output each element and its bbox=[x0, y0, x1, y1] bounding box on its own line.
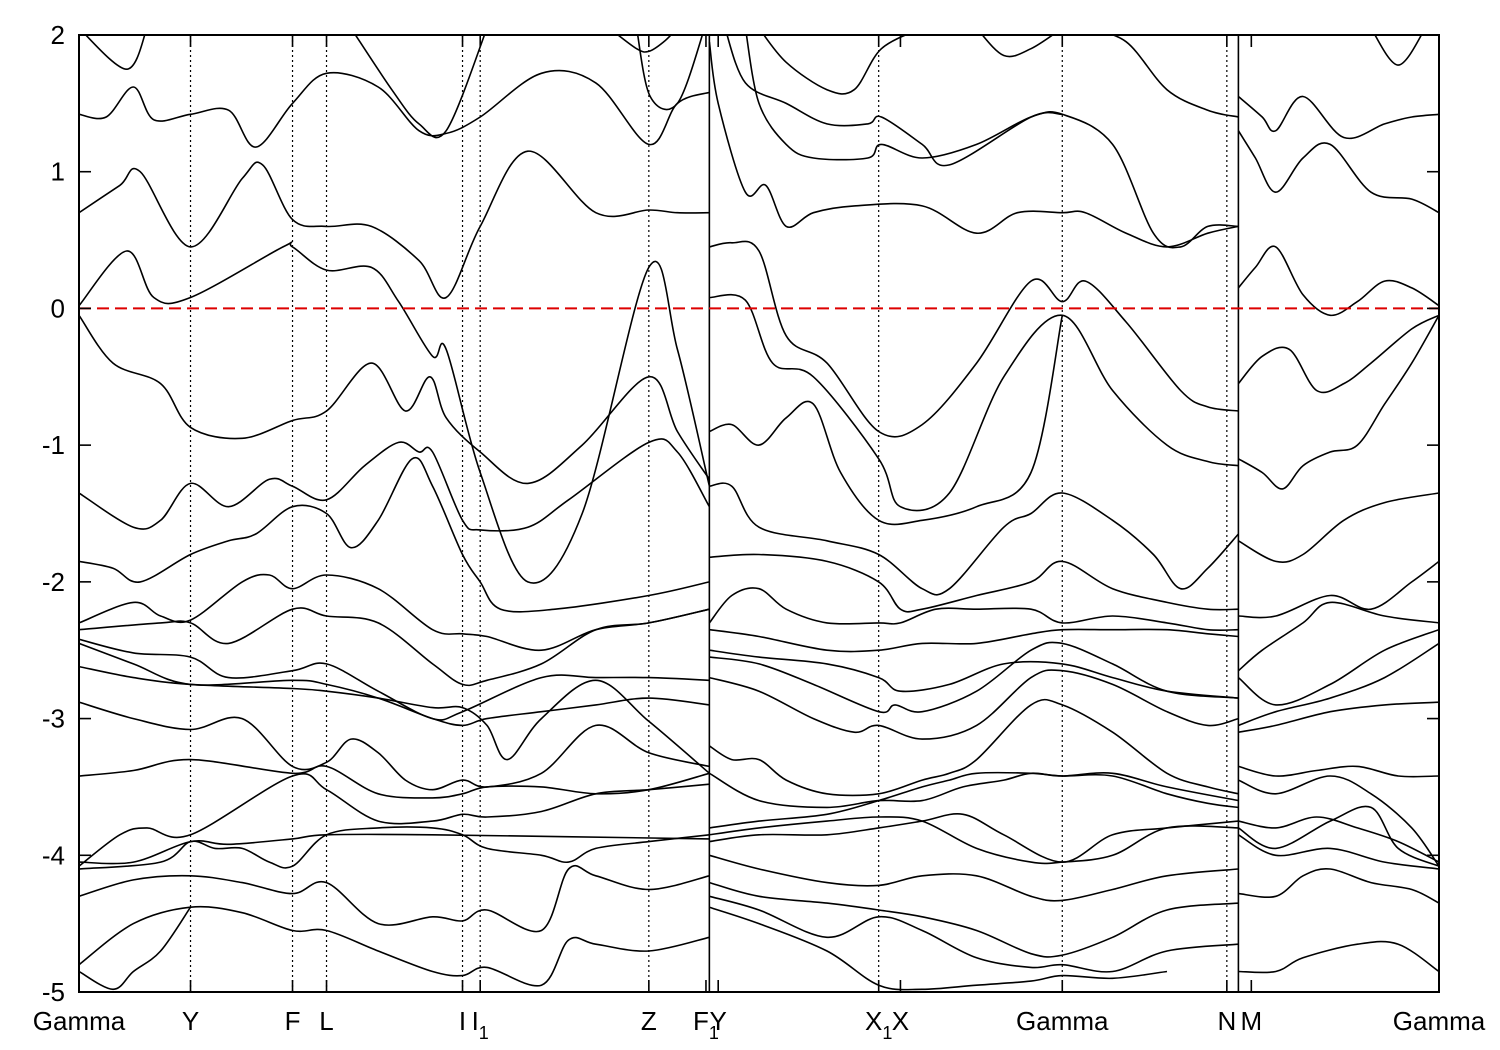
band-curve-s1-b4 bbox=[726, 35, 1063, 167]
band-curve-s2-b1 bbox=[1237, 314, 1439, 394]
band-curve-s0-b0 bbox=[79, 314, 711, 485]
x-tick-label: Z bbox=[641, 1006, 657, 1036]
band-curve-s2-b3 bbox=[1237, 130, 1439, 214]
band-curve-s0-b6 bbox=[616, 35, 673, 53]
band-curve-s0-b5 bbox=[354, 35, 486, 139]
y-tick-label: -5 bbox=[42, 977, 65, 1007]
x-tick-label-subscript: 1 bbox=[882, 1023, 892, 1043]
band-curve-s0-b17 bbox=[79, 773, 710, 867]
band-curve-s2-b16 bbox=[1237, 834, 1439, 870]
x-tick-label: Gamma bbox=[1393, 1006, 1486, 1036]
band-curve-s1-b10 bbox=[709, 553, 1239, 613]
x-tick-label: Y bbox=[182, 1006, 199, 1036]
band-curve-s0-b15 bbox=[79, 701, 710, 791]
band-curve-s2-b11 bbox=[1238, 701, 1439, 733]
y-tick-label: 1 bbox=[51, 157, 65, 187]
band-curve-s1-b24 bbox=[709, 906, 1168, 991]
band-curve-s0-b2 bbox=[79, 150, 710, 299]
band-curve-s2-b18 bbox=[1238, 940, 1439, 974]
x-tick-label: L bbox=[319, 1006, 333, 1036]
x-tick-label: M bbox=[1240, 1006, 1262, 1036]
band-curve-s2-b5 bbox=[1374, 35, 1423, 66]
x-tick-label: Y bbox=[710, 1006, 727, 1036]
band-curve-s1-b23 bbox=[709, 895, 1239, 973]
band-curve-s0-b12 bbox=[79, 638, 710, 721]
band-curve-s0-b9 bbox=[79, 456, 710, 613]
band-curve-s1-b18 bbox=[709, 771, 1239, 829]
band-curve-s0-b10 bbox=[79, 573, 710, 652]
x-tick-label: I1 bbox=[472, 1006, 489, 1043]
x-tick-label: I bbox=[459, 1006, 466, 1036]
band-curve-s0-b14 bbox=[79, 665, 710, 774]
x-tick-label: X1 bbox=[865, 1006, 892, 1043]
x-tick-label-subscript: 1 bbox=[709, 1023, 719, 1043]
y-tick-label: 2 bbox=[51, 20, 65, 50]
x-axis: Gamma Y F L I I1 Z F1Y X1 X Gamma N M Gamma bbox=[33, 35, 1486, 1043]
band-curve-s1-b15 bbox=[709, 669, 1239, 740]
band-curve-s1-b9 bbox=[709, 482, 1239, 596]
band-curve-s0-b22 bbox=[79, 906, 192, 991]
band-curve-s2-b6 bbox=[1238, 492, 1439, 564]
band-curve-s1-b14 bbox=[709, 641, 1239, 714]
band-curve-s1-b13 bbox=[709, 649, 1239, 699]
band-curve-s2-b12 bbox=[1238, 765, 1439, 778]
band-curve-s1-b17 bbox=[709, 772, 1239, 809]
band-curve-s1-b6 bbox=[981, 35, 1055, 58]
plot-frame bbox=[78, 34, 1440, 993]
band-curve-s1-b19 bbox=[709, 813, 1239, 863]
band-curve-s1-b22 bbox=[709, 881, 1239, 958]
band-curve-s1-b2 bbox=[708, 41, 1239, 248]
band-curve-s2-b9 bbox=[1237, 628, 1439, 706]
band-curve-s0-b18 bbox=[79, 833, 710, 865]
band-curve-s1-b3 bbox=[745, 35, 1239, 249]
band-curve-s1-b16 bbox=[708, 698, 1239, 797]
band-curve-s1-b20 bbox=[709, 816, 1239, 865]
band-curve-s0-b4 bbox=[84, 35, 146, 70]
band-curve-s1-b8 bbox=[709, 315, 1064, 526]
band-curve-s2-b17 bbox=[1238, 867, 1439, 904]
y-tick-label: -3 bbox=[42, 704, 65, 734]
x-tick-label: F bbox=[285, 1006, 301, 1036]
band-curve-s2-b15 bbox=[1238, 816, 1439, 863]
band-curve-s0-b8 bbox=[79, 438, 711, 532]
band-curve-s1-b1 bbox=[709, 240, 1239, 438]
band-curve-s2-b2 bbox=[1238, 314, 1439, 490]
x-tick-label-subscript: 1 bbox=[479, 1023, 489, 1043]
band-curve-s1-b12 bbox=[709, 628, 1239, 653]
y-tick-label: -4 bbox=[42, 840, 65, 870]
y-axis: 2 1 0 -1 -2 -3 -4 -5 bbox=[42, 20, 1439, 1007]
x-tick-label: N bbox=[1217, 1006, 1236, 1036]
band-curve-s2-b0 bbox=[1237, 245, 1439, 317]
band-curve-s1-b0 bbox=[709, 293, 1239, 512]
y-tick-label: -1 bbox=[42, 430, 65, 460]
band-curve-s1-b11 bbox=[708, 587, 1239, 631]
x-tick-label: Gamma bbox=[33, 1006, 126, 1036]
band-curve-s0-b11 bbox=[79, 607, 710, 687]
x-tick-label: X bbox=[892, 1006, 909, 1036]
band-curve-s0-b20 bbox=[79, 864, 710, 933]
band-curve-s1-b21 bbox=[709, 854, 1239, 902]
band-curve-s0-b7 bbox=[636, 35, 704, 111]
y-tick-label: 0 bbox=[51, 293, 65, 323]
x-tick-label: Gamma bbox=[1016, 1006, 1109, 1036]
band-curve-s0-b3 bbox=[79, 69, 710, 148]
band-curve-s1-b5 bbox=[762, 35, 908, 95]
kpoint-separator-layer bbox=[189, 35, 1240, 992]
band-curve-s0-b21 bbox=[79, 905, 710, 987]
band-curve-s0-b19 bbox=[79, 826, 710, 870]
band-curve-s2-b10 bbox=[1238, 642, 1439, 727]
band-curve-s2-b14 bbox=[1237, 805, 1439, 867]
band-curve-s2-b7 bbox=[1238, 560, 1439, 619]
band-curve-s2-b13 bbox=[1238, 775, 1439, 867]
band-curve-s2-b8 bbox=[1237, 601, 1439, 672]
y-tick-label: -2 bbox=[42, 567, 65, 597]
band-curve-s1-b7 bbox=[1110, 35, 1239, 118]
band-curve-s2-b4 bbox=[1237, 95, 1439, 140]
band-curve-s0-b1 bbox=[79, 241, 711, 584]
band-curves-layer bbox=[79, 35, 1439, 991]
